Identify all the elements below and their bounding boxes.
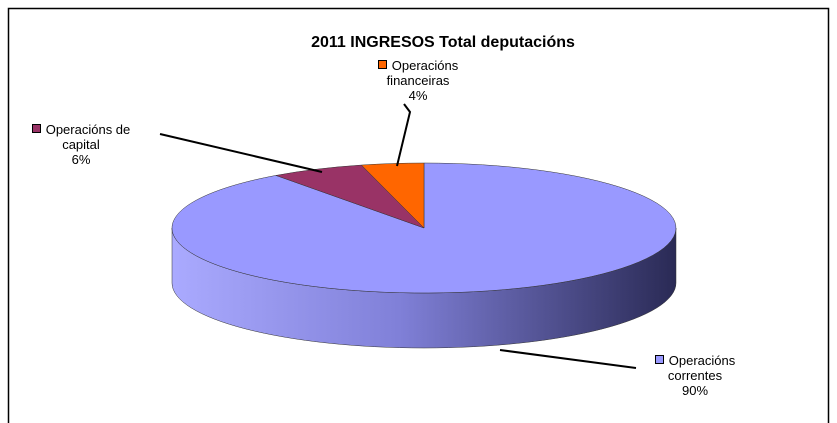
legend-swatch <box>654 355 664 364</box>
leader-line <box>159 133 323 173</box>
value-label: 4% <box>408 88 428 103</box>
legend-swatch <box>31 124 41 133</box>
chart-title: 2011 INGRESOS Total deputacións <box>311 34 575 51</box>
value-label: 6% <box>71 152 91 167</box>
slice-label: Operacións financeiras <box>386 58 459 88</box>
slice-label: Operacións de capital <box>45 122 131 152</box>
leader-line <box>396 103 412 167</box>
chart-border <box>7 7 830 423</box>
pie <box>171 162 677 349</box>
value-label: 90% <box>681 383 709 398</box>
data-label: Operacións de capital 6% <box>15 122 147 167</box>
data-label: Operacións correntes 90% <box>640 353 750 398</box>
legend-swatch <box>377 60 387 69</box>
leader-line <box>499 349 637 369</box>
slice-label: Operacións correntes <box>667 353 736 383</box>
pie-slice <box>360 162 425 229</box>
data-label: Operacións financeiras 4% <box>363 58 473 103</box>
